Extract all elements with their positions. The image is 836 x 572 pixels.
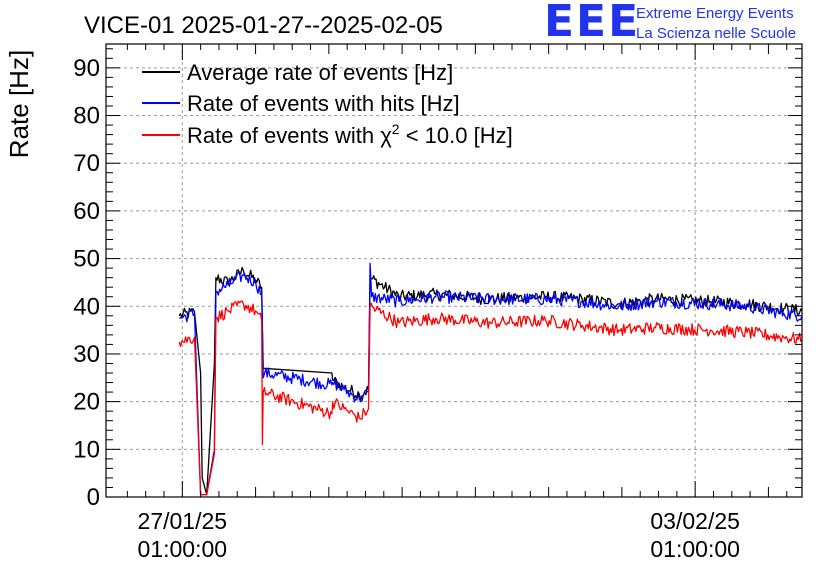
legend-label-3: Rate of events with χ2 < 10.0 [Hz]	[187, 121, 513, 148]
y-axis-label: Rate [Hz]	[4, 50, 34, 158]
x-tick-label-date: 03/02/25	[650, 508, 740, 534]
y-tick-label: 0	[87, 484, 100, 511]
y-tick-label: 70	[73, 150, 100, 177]
plot-frame	[105, 43, 803, 498]
y-tick-label: 10	[73, 436, 100, 463]
chart-title: VICE-01 2025-01-27--2025-02-05	[84, 12, 443, 39]
y-tick-label: 40	[73, 293, 100, 320]
y-tick-label: 90	[73, 55, 100, 82]
y-tick-label: 20	[73, 389, 100, 416]
eee-logo: EEE	[544, 0, 641, 47]
series-line-2	[179, 262, 803, 496]
logo-line-2: La Scienza nelle Scuole	[636, 25, 797, 42]
series-line-1	[178, 266, 803, 496]
legend-label-2: Rate of events with hits [Hz]	[187, 91, 460, 116]
y-tick-label: 50	[73, 246, 100, 273]
legend-label-1: Average rate of events [Hz]	[187, 60, 453, 85]
y-tick-label: 60	[73, 198, 100, 225]
x-tick-label-time: 01:00:00	[650, 536, 740, 562]
logo-line-1: Extreme Energy Events	[636, 5, 794, 22]
series-line-3	[178, 300, 803, 496]
x-tick-label-date: 27/01/25	[138, 508, 228, 534]
y-tick-label: 30	[73, 341, 100, 368]
x-tick-label-time: 01:00:00	[138, 536, 228, 562]
y-tick-label: 80	[73, 103, 100, 130]
